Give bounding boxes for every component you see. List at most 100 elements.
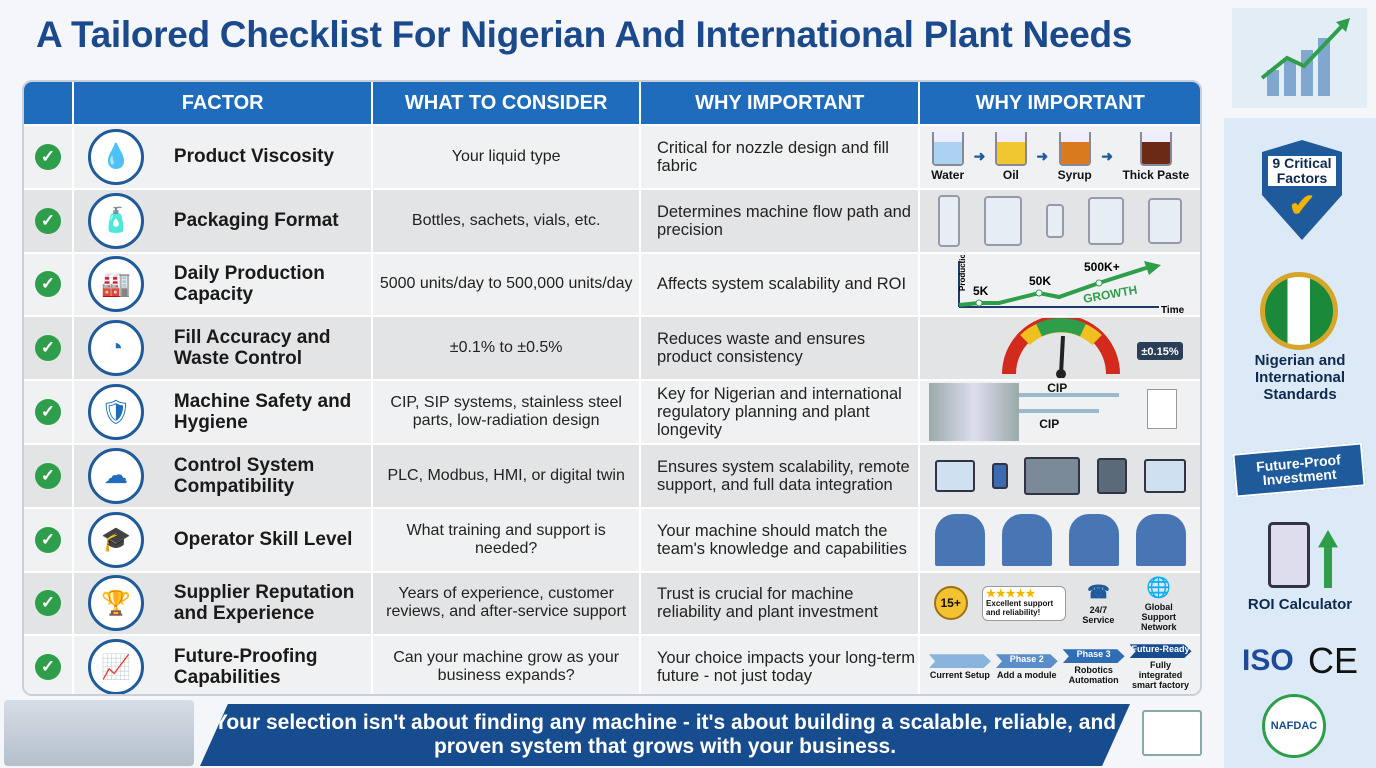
vial-icon (1046, 203, 1065, 238)
table-row: ✓ 📈 Future-Proofing Capabilities Can your… (24, 634, 1200, 694)
checklist-table: FACTOR WHAT TO CONSIDER WHY IMPORTANT WH… (22, 80, 1202, 696)
factor-label: Product Viscosity (173, 146, 335, 168)
operator-illustration (1135, 513, 1186, 566)
factor-label: Future-Proofing Capabilities (173, 646, 318, 689)
beaker-icon (1139, 131, 1172, 166)
check-cell: ✓ (24, 508, 74, 571)
consider-cell: 5000 units/day to 500,000 units/day (373, 253, 641, 316)
checkmark-icon: ✓ (34, 335, 61, 362)
phase-caption: Robotics Automation (1068, 665, 1119, 686)
factor-cell: 🎓 Operator Skill Level (74, 508, 374, 571)
growth-chart-icon (1232, 8, 1367, 108)
checkmark-icon: ✓ (34, 654, 61, 681)
why-cell: Your choice impacts your long-term futur… (641, 636, 921, 694)
liquid-item: Syrup (1058, 131, 1092, 182)
arrow-icon: ➜ (1101, 148, 1113, 165)
factor-label: Machine Safety and Hygiene (173, 391, 352, 434)
liquid-label: Oil (1002, 167, 1019, 182)
review-text: Excellent support and reliability! (986, 598, 1054, 617)
visual-cell: Water ➜ Oil ➜ Syrup ➜ Thick Paste (920, 126, 1200, 188)
factor-cell: 🧴 Packaging Format (74, 189, 374, 252)
visual-cell: 15+ ★★★★★ Excellent support and reliabilit… (920, 573, 1200, 635)
why-cell: Reduces waste and ensures product consis… (641, 317, 921, 380)
x-axis-label: Time (1161, 305, 1185, 313)
factor-label: Supplier Reputation and Experience (173, 582, 355, 625)
service-label: 24/7 Service (1082, 604, 1115, 625)
whiteboard-illustration (1068, 513, 1119, 566)
factor-cell: 💧 Product Viscosity (74, 126, 374, 188)
growth-line-chart: Production VolumeTime5K50K500K+GROWTH (958, 255, 1185, 313)
experience-badge: 15+ (933, 586, 968, 621)
consider-cell: Years of experience, customer reviews, a… (373, 572, 641, 635)
network-label: Global Support Network (1141, 601, 1177, 632)
phase-step: Phase 3 Robotics Automation (1062, 649, 1125, 686)
why-cell: Affects system scalability and ROI (641, 253, 921, 316)
roi-label: ROI Calculator (1247, 596, 1353, 613)
checkmark-icon: ✓ (34, 462, 61, 489)
arrow-icon: ➜ (973, 148, 986, 165)
table-row: ✓ 🏆 Supplier Reputation and Experience Ye… (24, 570, 1200, 635)
phase-caption: Current Setup (929, 670, 990, 681)
liquid-item: Water (931, 131, 965, 182)
visual-cell (920, 190, 1200, 252)
shield-text: 9 Critical Factors (1268, 156, 1336, 186)
safety-shield-icon: 🛡 (87, 384, 144, 441)
factor-label: Control System Compatibility (173, 454, 315, 497)
liquid-item: Oil (994, 131, 1027, 182)
point-label: 5K (973, 284, 989, 298)
check-cell: ✓ (24, 126, 74, 188)
phase-step: Phase 2 Add a module (995, 654, 1058, 681)
consider-cell: ±0.1% to ±0.5% (373, 317, 641, 380)
checkmark-icon: ✔ (1288, 187, 1316, 223)
trainees-illustration (934, 513, 985, 566)
table-row: ✓ ◔ Fill Accuracy and Waste Control ±0.1%… (24, 315, 1200, 380)
phase-label: Phase 3 (1062, 649, 1125, 664)
trainer-illustration (1001, 513, 1052, 566)
header-consider: WHAT TO CONSIDER (373, 82, 641, 124)
visual-cell (920, 509, 1200, 571)
production-counter-icon: 🏭 (87, 256, 144, 313)
phone-icon: ☎ (1087, 581, 1110, 602)
factor-cell: 🛡 Machine Safety and Hygiene (74, 381, 374, 443)
factor-label: Packaging Format (173, 210, 339, 232)
point-label: 500K+ (1084, 260, 1120, 274)
hmi-screen-icon (934, 459, 975, 492)
factor-cell: 📈 Future-Proofing Capabilities (74, 636, 374, 694)
liquid-label: Thick Paste (1122, 167, 1190, 182)
phase-label: Phase 2 (995, 654, 1058, 669)
blister-icon (1147, 197, 1182, 244)
checkmark-icon: ✓ (34, 207, 61, 234)
monitor-icon (1143, 458, 1186, 493)
check-cell: ✓ (24, 572, 74, 635)
phase-caption: Fully integrated smart factory (1132, 660, 1190, 691)
factor-cell: 🏆 Supplier Reputation and Experience (74, 572, 374, 635)
graduation-book-icon: 🎓 (87, 511, 144, 568)
robot-arm-icon (1096, 457, 1127, 494)
bottles-icon: 🧴 (87, 192, 144, 249)
droplet-gauge-icon: 💧 (87, 128, 144, 185)
phase-caption: Add a module (997, 670, 1057, 681)
visual-cell (920, 445, 1200, 507)
visual-cell: Production VolumeTime5K50K500K+GROWTH (920, 254, 1200, 316)
factor-label: Fill Accuracy and Waste Control (173, 327, 331, 370)
check-cell: ✓ (24, 317, 74, 380)
factor-cell: ☁ Control System Compatibility (74, 444, 374, 507)
globe-icon: 🌐 (1146, 576, 1172, 599)
header-factor: FACTOR (74, 82, 374, 124)
header-why: WHY IMPORTANT (641, 82, 921, 124)
factor-cell: ◔ Fill Accuracy and Waste Control (74, 317, 374, 380)
factor-label: Operator Skill Level (173, 529, 353, 551)
cloud-network-icon: ☁ (87, 447, 144, 504)
beaker-icon (931, 131, 964, 166)
factor-label: Daily Production Capacity (173, 263, 325, 306)
calculator-icon (1268, 522, 1310, 588)
consider-cell: What training and support is needed? (373, 508, 641, 571)
header-why-visual: WHY IMPORTANT (975, 91, 1145, 114)
trophy-icon: 🏆 (87, 575, 144, 632)
tablet-icon (991, 462, 1008, 489)
nigeria-globe-icon (1260, 272, 1338, 350)
accuracy-gauge: ±0.15% (1002, 318, 1184, 379)
sachet-icon (984, 195, 1023, 246)
checkmark-icon: ✓ (34, 590, 61, 617)
liquid-label: Water (931, 167, 965, 182)
